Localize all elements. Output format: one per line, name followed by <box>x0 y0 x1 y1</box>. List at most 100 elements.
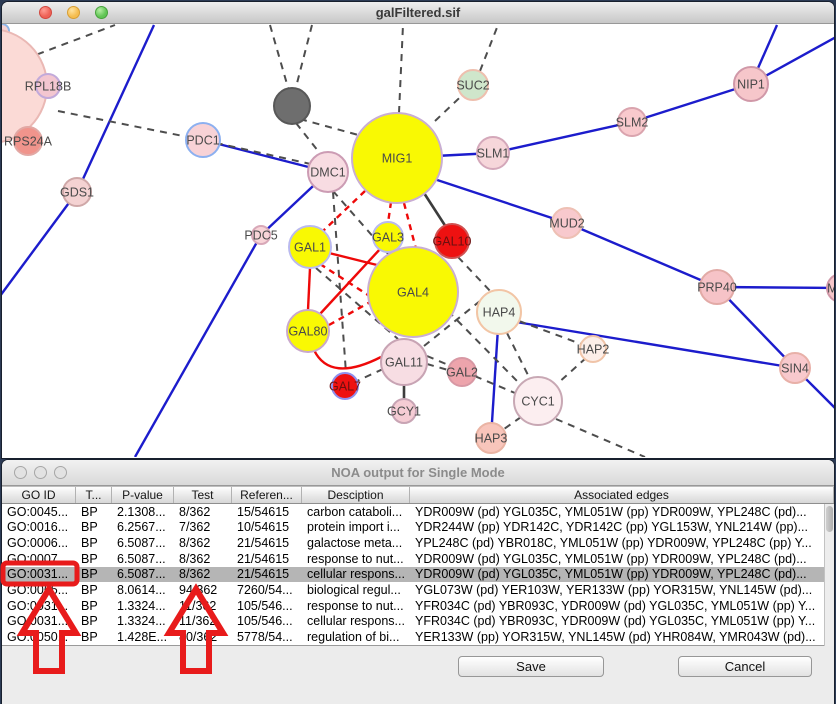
node-MSN[interactable] <box>826 274 834 302</box>
node-GDS1[interactable] <box>62 177 92 207</box>
edge-dash <box>555 418 646 457</box>
edge-dash <box>518 320 582 345</box>
edge-blue <box>202 138 329 174</box>
node-RPL18B[interactable] <box>35 73 61 99</box>
edge-reddash <box>322 190 366 232</box>
cell-description: cellular respons... <box>307 614 405 629</box>
node-CYC1[interactable] <box>513 376 563 426</box>
node-GAL80[interactable] <box>286 309 330 353</box>
cell-type: BP <box>81 504 98 519</box>
edge-dash <box>398 24 404 114</box>
cell-reference: 7260/54... <box>237 583 293 598</box>
node-NIP1[interactable] <box>733 66 769 102</box>
table-row[interactable]: GO:0016... BP 6.2567... 7/362 10/54615 protei… <box>2 520 824 536</box>
edge-dash <box>315 267 399 340</box>
node-SLM2[interactable] <box>617 107 647 137</box>
node-GCY1[interactable] <box>391 398 417 424</box>
edge-reddash <box>319 262 383 306</box>
cell-type: BP <box>81 598 98 613</box>
cell-test: 94/362 <box>179 583 218 598</box>
cancel-button[interactable]: Cancel <box>678 656 812 677</box>
node-GAL11[interactable] <box>380 338 428 386</box>
node-label-PDC1: PDC1 <box>186 134 219 148</box>
minimize-button-icon[interactable] <box>67 6 80 19</box>
node-SLM1[interactable] <box>476 136 510 170</box>
cell-p_value: 8.0614... <box>117 583 166 598</box>
edge-dash <box>294 24 313 92</box>
node-label-SIN4: SIN4 <box>781 362 809 376</box>
edge-blue <box>492 120 633 155</box>
cell-p_value: 2.1308... <box>117 504 166 519</box>
zoom-button-icon[interactable] <box>95 6 108 19</box>
noa-window-titlebar[interactable]: NOA output for Single Mode <box>2 460 834 486</box>
cell-p_value: 1.3324... <box>117 614 166 629</box>
cell-test: 80/362 <box>179 629 218 644</box>
node-GAL3[interactable] <box>372 221 404 253</box>
node-label-HAP4: HAP4 <box>483 306 516 320</box>
node-gray[interactable] <box>273 87 311 125</box>
cell-p_value: 1.3324... <box>117 598 166 613</box>
column-header-p_value[interactable]: P-value <box>112 487 174 503</box>
node-PDC1[interactable] <box>185 122 221 158</box>
node-label-GDS1: GDS1 <box>60 186 94 200</box>
cell-p_value: 6.5087... <box>117 567 166 582</box>
edge-dash <box>202 139 316 166</box>
node-GAL4[interactable] <box>367 246 459 338</box>
node-label-RPS24A: RPS24A <box>4 135 53 149</box>
column-header-description[interactable]: Desciption <box>302 487 410 503</box>
cell-reference: 105/546... <box>237 614 293 629</box>
node-HAP3[interactable] <box>475 422 507 454</box>
network-canvas[interactable]: RPL18B RPS24A GDS1 PDC1 SUC2 NIP1 SLM2 SLM1 MIG1… <box>2 24 834 457</box>
close-button-icon[interactable] <box>39 6 52 19</box>
column-header-edges[interactable]: Associated edges <box>410 487 834 503</box>
close-button-icon[interactable] <box>14 466 27 479</box>
node-PRP40[interactable] <box>699 269 735 305</box>
node-SIN4[interactable] <box>779 352 811 384</box>
node-HAP2[interactable] <box>579 335 607 363</box>
node-label-RPL18B: RPL18B <box>25 80 72 94</box>
scrollbar-thumb[interactable] <box>826 506 833 532</box>
node-GAL7[interactable] <box>331 372 359 400</box>
cell-p_value: 1.428E... <box>117 629 168 644</box>
cell-description: protein import i... <box>307 520 401 535</box>
node-PDC5[interactable] <box>251 225 271 245</box>
node-label-MSN: MSN <box>827 282 834 296</box>
node-SUC2[interactable] <box>457 69 489 101</box>
vertical-scrollbar[interactable] <box>824 504 834 646</box>
edge-dash <box>356 368 384 382</box>
node-label-GAL80: GAL80 <box>289 325 328 339</box>
node-GAL1[interactable] <box>288 225 332 269</box>
table-row[interactable]: GO:0050... BP 1.428E... 80/362 5778/54... reg… <box>2 629 824 645</box>
node-GAL10[interactable] <box>434 223 470 259</box>
column-header-test[interactable]: Test <box>174 487 232 503</box>
column-header-reference[interactable]: Referen... <box>232 487 302 503</box>
edge-dash <box>447 310 521 385</box>
table-row[interactable]: GO:0006... BP 6.5087... 8/362 21/54615 galact… <box>2 535 824 551</box>
network-window-titlebar[interactable]: galFiltered.sif <box>2 2 834 24</box>
minimize-button-icon[interactable] <box>34 466 47 479</box>
table-header: GO ID T... P-value Test Referen... Desciption… <box>2 486 834 504</box>
table-row[interactable]: GO:0031... BP 1.3324... 11/362 105/546... res… <box>2 598 824 614</box>
node-label-DMC1: DMC1 <box>310 166 345 180</box>
node-DMC1[interactable] <box>307 151 349 193</box>
zoom-button-icon[interactable] <box>54 466 67 479</box>
node-RPS24A[interactable] <box>13 126 43 156</box>
table-row[interactable]: GO:0031... BP 1.3324... 11/362 105/546... cel… <box>2 613 824 629</box>
node-MIG1[interactable] <box>351 112 443 204</box>
cell-test: 7/362 <box>179 520 211 535</box>
node-MUD2[interactable] <box>551 207 583 239</box>
table-body: GO:0045... BP 2.1308... 8/362 15/54615 carbon… <box>2 504 824 646</box>
node-label-GCY1: GCY1 <box>387 405 421 419</box>
table-row[interactable]: GO:0065... BP 8.0614... 94/362 7260/54... bio… <box>2 582 824 598</box>
node-HAP4[interactable] <box>476 289 522 335</box>
cell-description: response to nut... <box>307 598 404 613</box>
table-row[interactable]: GO:0031... BP 6.5087... 8/362 21/54615 cellul… <box>2 566 824 583</box>
column-header-type[interactable]: T... <box>76 487 112 503</box>
cell-test: 11/362 <box>179 598 217 613</box>
column-header-go_id[interactable]: GO ID <box>2 487 76 503</box>
node-GAL2[interactable] <box>447 357 477 387</box>
node-label-PRP40: PRP40 <box>697 281 737 295</box>
table-row[interactable]: GO:0007... BP 6.5087... 8/362 21/54615 respon… <box>2 551 824 567</box>
save-button[interactable]: Save <box>458 656 604 677</box>
table-row[interactable]: GO:0045... BP 2.1308... 8/362 15/54615 carbon… <box>2 504 824 520</box>
